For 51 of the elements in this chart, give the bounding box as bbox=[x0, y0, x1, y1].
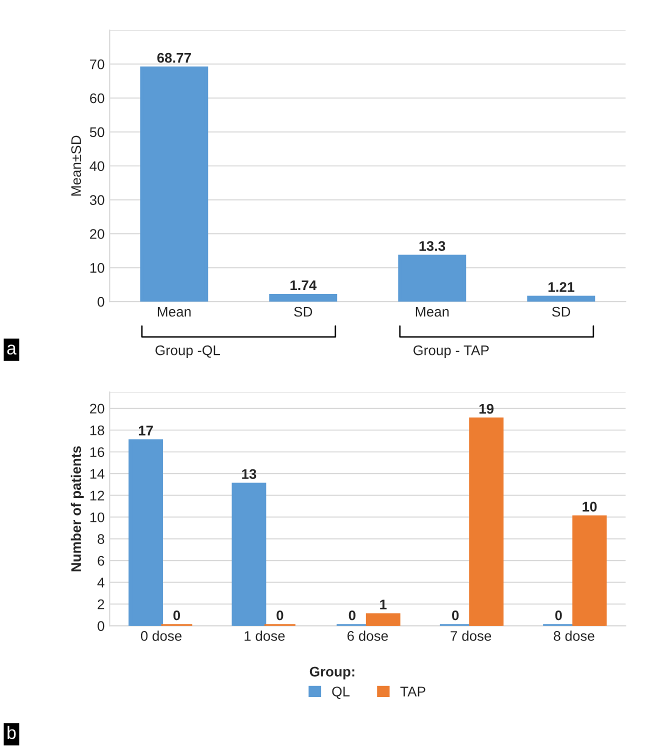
data-label: 68.77 bbox=[157, 52, 191, 63]
text: a bbox=[7, 344, 16, 355]
data-label: 1 bbox=[380, 600, 387, 610]
data-label: 10 bbox=[582, 502, 597, 512]
x-tick-label: SD bbox=[552, 306, 570, 317]
data-label: 0 bbox=[555, 610, 562, 620]
y-tick-label: 6 bbox=[98, 556, 104, 566]
x-tick-label: Mean bbox=[158, 306, 191, 317]
data-label: 0 bbox=[452, 610, 459, 620]
y-tick-label: 16 bbox=[90, 447, 104, 458]
x-tick-label: Mean bbox=[416, 306, 449, 317]
legend-label: QL bbox=[332, 686, 350, 699]
legend-title: Group: bbox=[310, 666, 354, 680]
y-tick-label: 12 bbox=[90, 490, 104, 500]
y-tick-label: 0 bbox=[98, 621, 104, 631]
y-tick-label: 50 bbox=[90, 127, 104, 138]
x-tick-label: 1 dose bbox=[244, 630, 285, 641]
y-tick-label: 20 bbox=[90, 404, 104, 414]
y-tick-label: 30 bbox=[90, 195, 104, 205]
legend-label: TAP bbox=[400, 686, 426, 696]
text: Group -QL bbox=[156, 345, 220, 358]
y-tick-label: 8 bbox=[98, 534, 104, 544]
data-label: 0 bbox=[348, 610, 356, 620]
y-tick-label: 2 bbox=[98, 599, 104, 610]
data-label: 0 bbox=[276, 610, 284, 620]
y-tick-label: 0 bbox=[98, 296, 104, 307]
x-tick-label: 8 dose bbox=[554, 630, 594, 641]
y-tick-label: 40 bbox=[90, 161, 104, 172]
y-tick-label: 20 bbox=[90, 229, 104, 239]
y-tick-label: 18 bbox=[90, 425, 104, 436]
data-label: 17 bbox=[138, 426, 153, 436]
text: b bbox=[8, 726, 16, 740]
data-label: 13.3 bbox=[420, 241, 446, 251]
x-tick-label: SD bbox=[294, 306, 312, 317]
y-tick-label: 4 bbox=[97, 578, 104, 588]
x-tick-label: 0 dose bbox=[140, 630, 182, 641]
y-tick-label: 10 bbox=[90, 512, 104, 522]
text: Group - TAP bbox=[414, 345, 489, 358]
data-label: 1.74 bbox=[290, 280, 317, 290]
data-label: 1.21 bbox=[548, 282, 574, 292]
x-tick-label: 7 dose bbox=[450, 630, 492, 641]
data-label: 19 bbox=[479, 404, 494, 414]
y-tick-label: 10 bbox=[90, 263, 104, 273]
y-axis-title: Number of patients bbox=[70, 446, 84, 572]
data-label: 0 bbox=[173, 610, 180, 620]
y-tick-label: 60 bbox=[90, 93, 104, 104]
y-tick-label: 70 bbox=[90, 59, 104, 70]
y-tick-label: 14 bbox=[90, 469, 104, 479]
y-axis-title: Mean±SD bbox=[71, 136, 82, 196]
x-tick-label: 6 dose bbox=[348, 630, 388, 641]
data-label: 13 bbox=[242, 469, 256, 479]
